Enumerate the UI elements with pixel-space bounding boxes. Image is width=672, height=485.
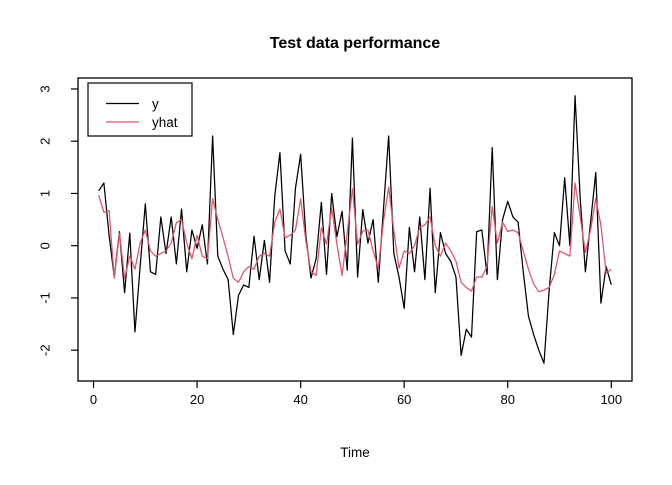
- y-tick-label: -1: [38, 292, 53, 304]
- yhat-series-line: [98, 182, 612, 293]
- x-tick-label: 20: [190, 392, 204, 407]
- y-tick-label: 0: [38, 242, 53, 249]
- y-series-line: [98, 95, 612, 364]
- x-tick-label: 60: [397, 392, 411, 407]
- x-axis: 0 20 40 60 80 100: [90, 381, 622, 407]
- y-tick-label: 3: [38, 85, 53, 92]
- chart-title: Test data performance: [270, 35, 441, 52]
- x-tick-label: 40: [293, 392, 307, 407]
- x-axis-label: Time: [340, 445, 370, 460]
- legend: y yhat: [87, 82, 193, 137]
- x-tick-label: 100: [600, 392, 622, 407]
- legend-label-y: y: [152, 97, 159, 112]
- plot-border: [77, 77, 633, 382]
- legend-label-yhat: yhat: [152, 115, 178, 130]
- y-tick-label: 2: [38, 138, 53, 145]
- y-tick-label: 1: [38, 190, 53, 197]
- series-lines: [98, 95, 612, 364]
- x-tick-label: 80: [501, 392, 515, 407]
- x-tick-label: 0: [90, 392, 97, 407]
- y-axis: -2 -1 0 1 2 3: [38, 85, 78, 356]
- y-tick-label: -2: [38, 344, 53, 356]
- legend-border: [87, 82, 193, 137]
